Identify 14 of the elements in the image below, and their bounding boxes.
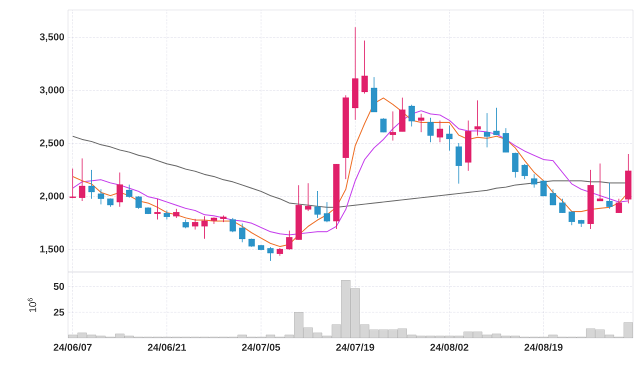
y-tick-label: 25: [54, 308, 64, 316]
x-tick-label: 24/06/21: [148, 344, 186, 351]
x-tick-label: 24/06/07: [54, 344, 92, 351]
x-tick-label: 24/07/05: [242, 344, 280, 351]
y-tick-label: 50: [54, 282, 64, 290]
x-tick-label: 24/07/19: [336, 344, 374, 351]
y-tick-label: 1,500: [40, 245, 64, 254]
y-axis-title: 10$^{6}$: [28, 298, 36, 312]
y-tick-label: 2,000: [40, 192, 64, 201]
y-tick-label: 2,500: [40, 139, 64, 148]
x-tick-label: 24/08/02: [430, 344, 468, 351]
y-tick-label: 3,000: [40, 86, 64, 95]
y-tick-label: 3,500: [40, 33, 64, 42]
x-tick-label: 24/08/19: [524, 344, 563, 351]
